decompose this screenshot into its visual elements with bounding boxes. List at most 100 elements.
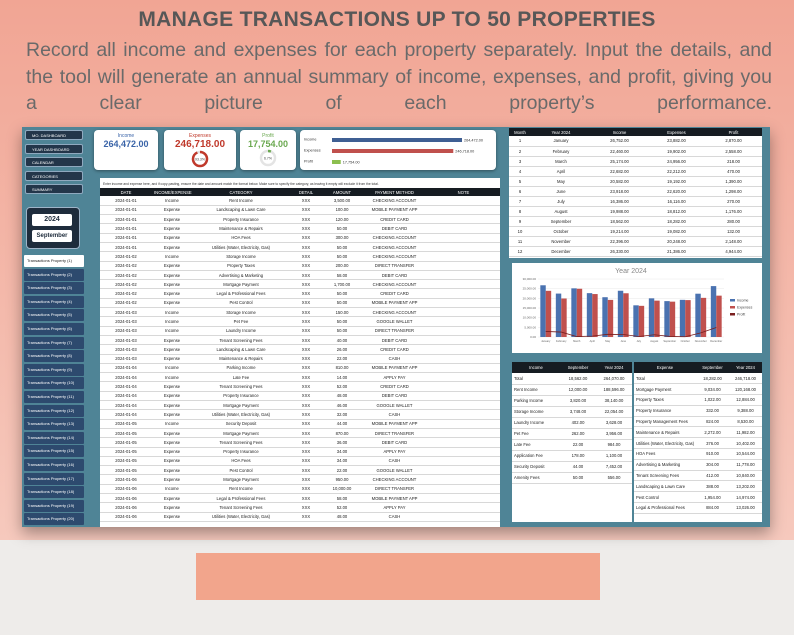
property-tab[interactable]: Transactions Property (2) bbox=[24, 268, 84, 281]
property-tab[interactable]: Transactions Property (19) bbox=[24, 499, 84, 512]
cell: XXX bbox=[290, 223, 322, 234]
property-tab[interactable]: Transactions Property (3) bbox=[24, 282, 84, 295]
cell: 5 bbox=[509, 176, 531, 187]
cell: Expense bbox=[152, 447, 192, 457]
row: 2024-01-01 Expense Utilities (Water, Elect… bbox=[100, 242, 500, 253]
cell: 22,620.00 bbox=[648, 186, 705, 197]
cell bbox=[427, 316, 500, 327]
row: 2024-01-02 Income Storage Income XXX 50.00 CH… bbox=[100, 251, 500, 262]
row: 2024-01-05 Expense Tenant Screening Fees XX… bbox=[100, 437, 500, 448]
property-tab[interactable]: Transactions Property (14) bbox=[24, 431, 84, 444]
cell: October bbox=[531, 226, 591, 237]
cell: 24,956.00 bbox=[648, 156, 705, 167]
nav-button[interactable]: SUMMARY bbox=[25, 184, 83, 194]
row: 2024-01-02 Expense Property Taxes XXX 200.00… bbox=[100, 261, 500, 271]
property-tab[interactable]: Transactions Property (16) bbox=[24, 459, 84, 471]
cell: 2024-01-03 bbox=[100, 316, 152, 327]
cell bbox=[427, 270, 500, 281]
bar bbox=[592, 294, 598, 337]
cell: 2024-01-04 bbox=[100, 363, 152, 374]
year-chart-panel: Year 2024 0.00 5,000.00 10,000.00 15,000.00 2… bbox=[512, 263, 762, 353]
cell: Property Insurance bbox=[634, 405, 696, 417]
cell: XXX bbox=[290, 400, 322, 411]
cell: 2024-01-06 bbox=[100, 493, 152, 504]
header-cell: Year 2024 bbox=[596, 362, 632, 373]
nav-button[interactable]: MO. DASHBOARD bbox=[25, 130, 83, 140]
nav-button[interactable]: CATEGORIES bbox=[25, 170, 83, 181]
cell: XXX bbox=[290, 409, 322, 420]
cell: 218.00 bbox=[705, 156, 762, 167]
cell: Expense bbox=[152, 409, 192, 420]
cell: 22,396.00 bbox=[591, 236, 648, 247]
cell: XXX bbox=[290, 381, 322, 392]
transactions-table: DATE INCOME/EXPENSE CATEGORY DETAIL AMOUNT PA… bbox=[100, 188, 500, 522]
body: Total 18,282.00 246,718.00 Mortgage Payment… bbox=[634, 373, 762, 514]
cell bbox=[427, 344, 500, 355]
cell: 810.00 bbox=[322, 363, 362, 374]
x-tick-label: September bbox=[663, 339, 676, 343]
property-tab[interactable]: Transactions Property (7) bbox=[24, 336, 84, 349]
property-tab[interactable]: Transactions Property (5) bbox=[24, 309, 84, 322]
app-screenshot: MO. DASHBOARD YEAR DASHBOARD CALENDAR CATEG… bbox=[22, 127, 770, 527]
header-cell: PAYMENT METHOD bbox=[362, 188, 427, 196]
cell: 23,918.00 bbox=[591, 186, 648, 197]
property-tab[interactable]: Transactions Property (13) bbox=[24, 418, 84, 431]
cell: 3 bbox=[509, 156, 531, 167]
cell: Storage Income bbox=[512, 406, 560, 418]
cell: XXX bbox=[290, 288, 322, 299]
row: Late Fee 22.00 984.00 bbox=[512, 439, 632, 451]
cell: 48.00 bbox=[322, 512, 362, 522]
cell: 246,718.00 bbox=[729, 373, 762, 385]
transactions-panel: Enter income and expense here, and if co… bbox=[100, 178, 500, 527]
property-tab[interactable]: Transactions Property (1) bbox=[24, 255, 84, 267]
property-tab[interactable]: Transactions Property (8) bbox=[24, 350, 84, 363]
month-select[interactable]: September bbox=[32, 230, 72, 242]
cell: January bbox=[531, 136, 591, 147]
x-tick-label: August bbox=[650, 339, 658, 343]
row: 10 October 19,214.00 19,082.00 132.00 bbox=[509, 226, 762, 237]
bar bbox=[571, 288, 577, 337]
year-select[interactable]: 2024 bbox=[32, 214, 72, 226]
cell: Pet Fee bbox=[192, 316, 290, 327]
cell bbox=[427, 242, 500, 253]
property-tab[interactable]: Transactions Property (17) bbox=[24, 472, 84, 485]
x-tick-label: December bbox=[710, 339, 722, 343]
cell: CHECKING ACCOUNT bbox=[362, 196, 427, 206]
property-tab[interactable]: Transactions Property (9) bbox=[24, 363, 84, 376]
property-tab[interactable]: Transactions Property (15) bbox=[24, 445, 84, 458]
cell: Maintenance & Repairs bbox=[192, 354, 290, 364]
cell: 52.00 bbox=[322, 381, 362, 392]
header-cell: AMOUNT bbox=[322, 188, 362, 196]
row: 2024-01-05 Expense Mortgage Payment XXX 870.… bbox=[100, 428, 500, 439]
cell: 22,682.00 bbox=[591, 166, 648, 177]
body: 2024-01-01 Income Rent Income XXX 3,500.00 CH… bbox=[100, 196, 500, 522]
profit-line bbox=[545, 327, 717, 338]
bar-label: Expenses bbox=[304, 149, 321, 153]
cell: Income bbox=[152, 307, 192, 318]
cell: 2,870.00 bbox=[705, 136, 762, 147]
row: 2024-01-05 Expense Pest Control XXX 22.00 GOO… bbox=[100, 465, 500, 476]
cell: XXX bbox=[290, 512, 322, 522]
cell: Income bbox=[152, 484, 192, 495]
nav-button[interactable]: CALENDAR bbox=[25, 157, 83, 167]
property-tab[interactable]: Transactions Property (20) bbox=[24, 513, 84, 526]
bar bbox=[669, 301, 676, 337]
property-tab[interactable]: Transactions Property (6) bbox=[24, 323, 84, 335]
cell: Advertising & Marketing bbox=[192, 270, 290, 281]
property-tab[interactable]: Transactions Property (12) bbox=[24, 404, 84, 417]
property-tab[interactable]: Transactions Property (18) bbox=[24, 486, 84, 499]
kpi-gauge: 6.7% bbox=[259, 149, 277, 167]
cell: 14,974.00 bbox=[729, 491, 762, 504]
cell: February bbox=[531, 146, 591, 157]
cell: 2024-01-01 bbox=[100, 196, 152, 206]
row: 2024-01-03 Expense Tenant Screening Fees XX… bbox=[100, 335, 500, 346]
cell: 12 bbox=[509, 246, 531, 257]
cell: July bbox=[531, 196, 591, 207]
nav-button[interactable]: YEAR DASHBOARD bbox=[25, 143, 83, 154]
cell: Expense bbox=[152, 261, 192, 271]
gauge-arc bbox=[259, 149, 277, 167]
cell: 3,500.00 bbox=[322, 196, 362, 206]
property-tab[interactable]: Transactions Property (4) bbox=[24, 295, 84, 308]
property-tab[interactable]: Transactions Property (10) bbox=[24, 377, 84, 390]
property-tab[interactable]: Transactions Property (11) bbox=[24, 391, 84, 403]
